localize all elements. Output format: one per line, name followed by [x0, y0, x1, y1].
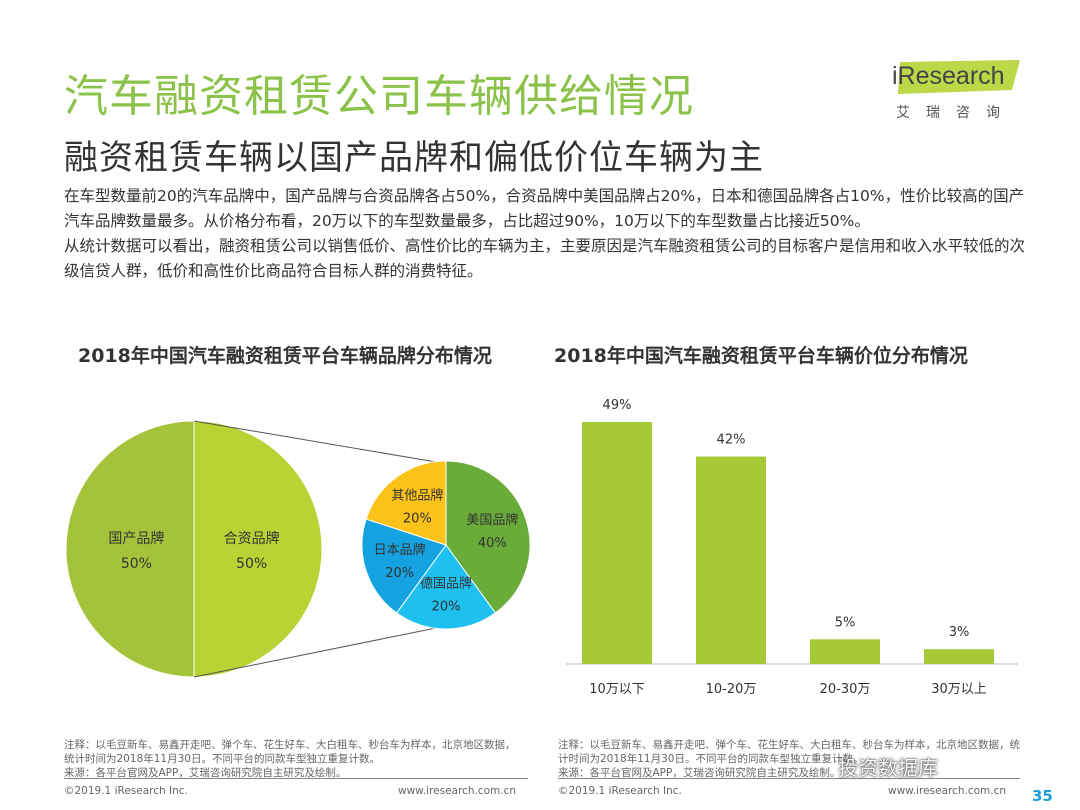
breakdown-value-3: 20%	[403, 512, 432, 527]
body-text: 在车型数量前20的汽车品牌中，国产品牌与合资品牌各占50%，合资品牌中美国品牌占…	[64, 184, 1034, 284]
logo-swoosh-icon	[898, 60, 1020, 94]
footnote-left: 注释：以毛豆新车、易鑫开走吧、弹个车、花生好车、大白租车、秒台车为样本，北京地区…	[64, 738, 524, 780]
page-title: 汽车融资租赁公司车辆供给情况	[64, 71, 694, 122]
breakdown-label-0: 美国品牌	[466, 512, 518, 528]
pie-chart-title: 2018年中国汽车融资租赁平台车辆品牌分布情况	[78, 345, 492, 367]
breakdown-value-0: 40%	[478, 536, 507, 551]
pie-slice-value-0: 50%	[236, 556, 267, 572]
footnote-right: 注释：以毛豆新车、易鑫开走吧、弹个车、花生好车、大白租车、秒台车为样本，北京地区…	[558, 738, 1028, 780]
bar-chart-title: 2018年中国汽车融资租赁平台车辆价位分布情况	[554, 345, 968, 367]
bar-0	[582, 422, 652, 664]
footnote-right-source: 来源：各平台官网及APP，艾瑞咨询研究院自主研究及绘制。	[558, 767, 841, 779]
bar-category-label-2: 20-30万	[820, 682, 871, 697]
breakdown-value-1: 20%	[432, 600, 461, 615]
breakdown-slice-1	[395, 544, 497, 630]
footer-divider-left	[64, 778, 528, 779]
logo-subtext: 艾瑞咨询	[896, 105, 1016, 121]
body-paragraph-2: 从统计数据可以看出，融资租赁公司以销售低价、高性价比的车辆为主，主要原因是汽车融…	[64, 237, 1026, 280]
pie-slice-label-1: 国产品牌	[108, 530, 164, 547]
iresearch-logo: iResearch 艾瑞咨询	[892, 56, 1032, 126]
bar-value-label-0: 49%	[603, 398, 632, 413]
logo-text: iResearch	[892, 62, 1005, 90]
page-subtitle: 融资租赁车辆以国产品牌和偏低价位车辆为主	[64, 138, 764, 178]
breakdown-label-2: 日本品牌	[374, 542, 426, 558]
footer-divider-right	[558, 778, 1020, 779]
pie-slice-1	[65, 420, 195, 678]
page-number: 35	[1032, 787, 1053, 805]
breakdown-slice-3	[365, 460, 447, 546]
pie-connector-top	[193, 420, 437, 463]
bar-value-label-1: 42%	[717, 433, 746, 448]
breakdown-slice-0	[445, 460, 531, 614]
url-right: www.iresearch.com.cn	[888, 785, 1007, 797]
bar-category-label-1: 10-20万	[706, 682, 757, 697]
watermark: 投资数据库	[838, 756, 938, 780]
breakdown-label-3: 其他品牌	[391, 488, 443, 504]
breakdown-slice-2	[361, 518, 447, 614]
bar-2	[810, 639, 880, 664]
bar-value-label-3: 3%	[949, 625, 970, 640]
footnote-left-source: 来源：各平台官网及APP，艾瑞咨询研究院自主研究及绘制。	[64, 767, 347, 779]
pie-slice-label-0: 合资品牌	[224, 530, 280, 547]
breakdown-value-2: 20%	[385, 566, 414, 581]
pie-connector-bottom	[193, 627, 437, 678]
bar-3	[924, 649, 994, 664]
url-left: www.iresearch.com.cn	[398, 785, 517, 797]
footnote-left-note: 注释：以毛豆新车、易鑫开走吧、弹个车、花生好车、大白租车、秒台车为样本，北京地区…	[64, 739, 516, 765]
bar-value-label-2: 5%	[835, 615, 856, 630]
bar-1	[696, 456, 766, 664]
footnote-right-note: 注释：以毛豆新车、易鑫开走吧、弹个车、花生好车、大白租车、秒台车为样本，北京地区…	[558, 739, 1020, 765]
bar-category-label-0: 10万以下	[589, 682, 645, 697]
body-paragraph-1: 在车型数量前20的汽车品牌中，国产品牌与合资品牌各占50%，合资品牌中美国品牌占…	[64, 187, 1025, 230]
copyright-left: ©2019.1 iResearch Inc.	[64, 785, 188, 797]
pie-slice-value-1: 50%	[121, 556, 152, 572]
bar-category-label-3: 30万以上	[931, 682, 987, 697]
copyright-right: ©2019.1 iResearch Inc.	[558, 785, 682, 797]
breakdown-label-1: 德国品牌	[420, 576, 472, 592]
pie-slice-0	[193, 420, 323, 678]
